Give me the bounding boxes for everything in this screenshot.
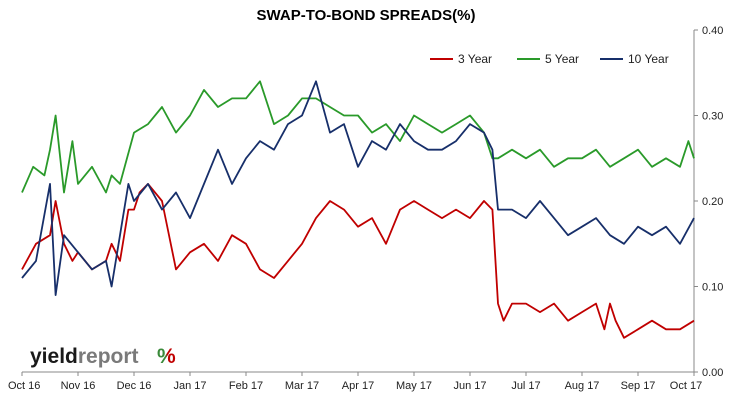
x-tick-label: Jan 17 [173,380,206,392]
x-tick-label: Apr 17 [342,380,374,392]
x-tick-labels: Oct 16 Nov 16 Dec 16 Jan 17 Feb 17 Mar 17 Apr … [8,372,702,392]
x-tick-label: Jul 17 [511,380,540,392]
logo-text-yield: yield [30,345,78,368]
x-tick-label: May 17 [396,380,432,392]
logo-text-report: report [78,345,139,368]
y-tick-label: 0.00 [702,367,723,379]
series-line-3-year [21,183,695,339]
series-layer [21,80,695,339]
logo-wordmark: yieldreport [30,345,139,368]
series-line-5-year [21,80,695,194]
series-line-10-year [21,80,695,296]
x-tick-label: Oct 16 [8,380,40,392]
y-tick-labels: 0.00 0.10 0.20 0.30 0.40 [694,25,723,379]
legend-item-5-year: 5 Year [517,52,579,66]
legend-label-3-year: 3 Year [458,52,492,66]
chart-title: SWAP-TO-BOND SPREADS(%) [257,7,476,24]
y-tick-label: 0.40 [702,25,723,37]
y-tick-label: 0.30 [702,111,723,123]
y-tick-label: 0.20 [702,196,723,208]
x-tick-label: Jun 17 [453,380,486,392]
legend-item-10-year: 10 Year [600,52,669,66]
x-tick-label: Aug 17 [565,380,600,392]
x-tick-label: Sep 17 [621,380,656,392]
yieldreport-logo: yieldreport % [30,345,176,368]
x-tick-label: Oct 17 [670,380,702,392]
x-tick-label: Nov 16 [61,380,96,392]
x-tick-label: Dec 16 [117,380,152,392]
y-tick-label: 0.10 [702,282,723,294]
logo-percent-icon: % [157,345,176,368]
x-tick-label: Mar 17 [285,380,319,392]
legend-label-10-year: 10 Year [628,52,669,66]
plot-area [21,30,695,373]
legend-label-5-year: 5 Year [545,52,579,66]
x-tick-label: Feb 17 [229,380,263,392]
legend: 3 Year 5 Year 10 Year [430,52,669,66]
legend-item-3-year: 3 Year [430,52,492,66]
